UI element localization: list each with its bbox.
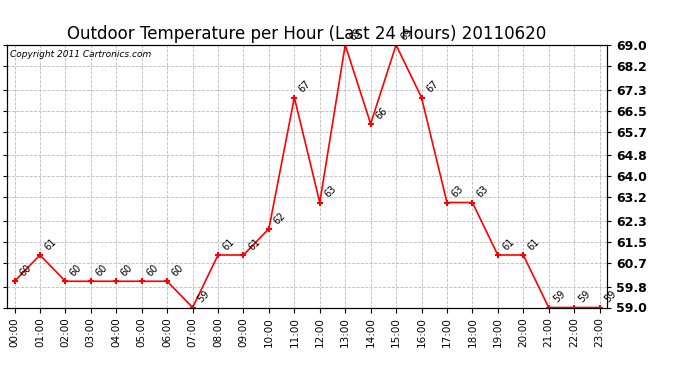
Text: 59: 59 [577,289,593,305]
Text: 67: 67 [297,79,313,95]
Text: 69: 69 [348,27,364,42]
Text: 60: 60 [94,263,109,279]
Text: 61: 61 [246,237,262,252]
Text: 62: 62 [272,210,288,226]
Text: 66: 66 [373,105,389,121]
Text: 59: 59 [551,289,567,305]
Text: Copyright 2011 Cartronics.com: Copyright 2011 Cartronics.com [10,50,151,59]
Text: 60: 60 [119,263,135,279]
Text: 61: 61 [221,237,237,252]
Text: 63: 63 [322,184,338,200]
Text: 60: 60 [144,263,160,279]
Text: 60: 60 [68,263,84,279]
Text: 61: 61 [501,237,516,252]
Text: 63: 63 [475,184,491,200]
Text: 67: 67 [424,79,440,95]
Text: 61: 61 [43,237,59,252]
Text: 60: 60 [170,263,186,279]
Title: Outdoor Temperature per Hour (Last 24 Hours) 20110620: Outdoor Temperature per Hour (Last 24 Ho… [68,26,546,44]
Text: 59: 59 [195,289,211,305]
Text: 60: 60 [17,263,33,279]
Text: 61: 61 [526,237,542,252]
Text: 59: 59 [602,289,618,305]
Text: 69: 69 [399,27,415,42]
Text: 63: 63 [450,184,466,200]
